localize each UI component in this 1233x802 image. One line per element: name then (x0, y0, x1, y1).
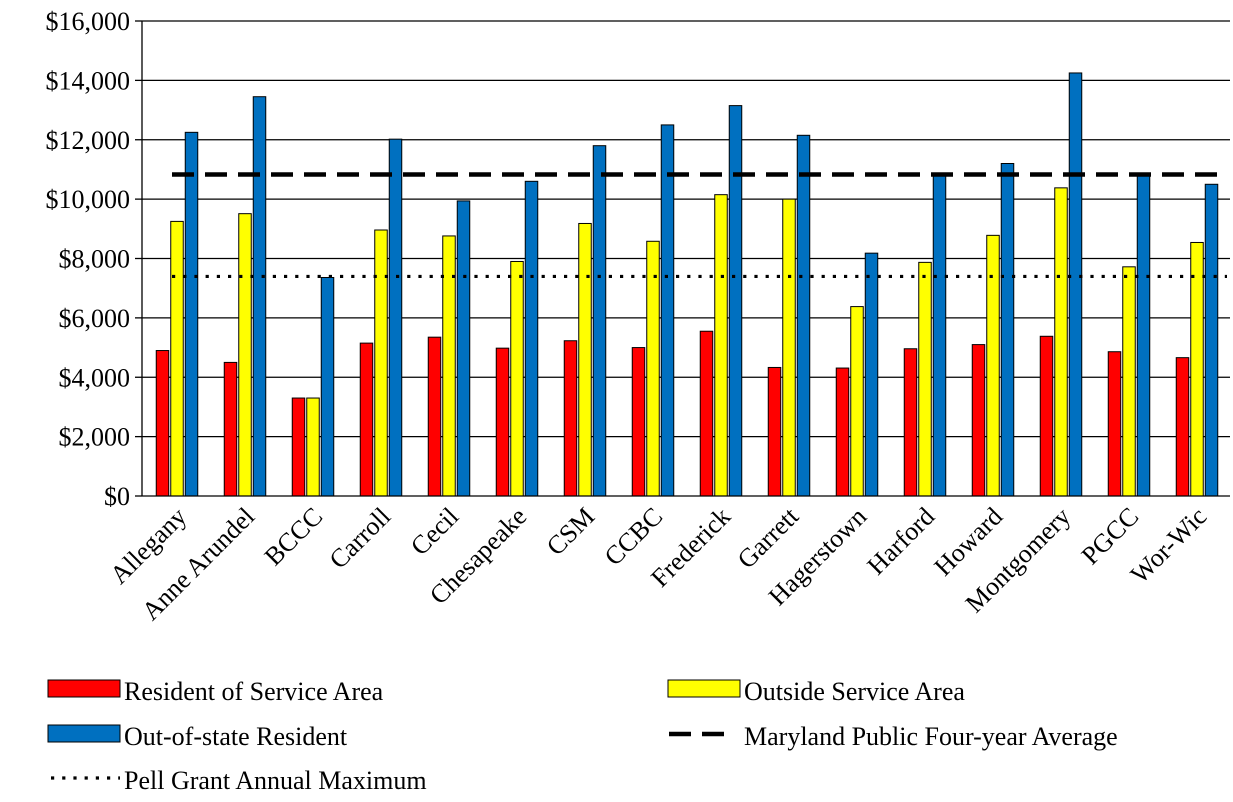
bar (1190, 241, 1204, 497)
bar (495, 347, 510, 497)
bar (374, 229, 388, 497)
legend-label: Out-of-state Resident (124, 722, 348, 751)
bar (903, 348, 918, 497)
bar (782, 198, 796, 497)
y-tick-label: $4,000 (59, 363, 131, 392)
legend-label: Resident of Service Area (124, 677, 384, 706)
bar (1000, 163, 1015, 497)
legend-label: Outside Service Area (744, 677, 965, 706)
bar (1107, 351, 1122, 497)
category-label: Cecil (405, 502, 464, 561)
bar (563, 340, 578, 497)
legend-swatch (667, 679, 741, 698)
bar (850, 306, 864, 497)
bar (1068, 72, 1083, 497)
category-label: Harford (862, 502, 941, 581)
bar (238, 213, 252, 497)
bar (864, 252, 879, 497)
y-tick-label: $6,000 (59, 304, 131, 333)
bar (971, 344, 986, 497)
y-tick-label: $10,000 (46, 185, 131, 214)
bar (1054, 187, 1068, 497)
bar (252, 96, 267, 497)
y-tick-label: $14,000 (46, 66, 131, 95)
bar (646, 240, 660, 497)
bar (223, 361, 238, 497)
bar (592, 145, 607, 497)
y-axis: $0 $2,000 $4,000 $6,000 $8,000 $10,000 $12,000… (46, 7, 143, 511)
bar (359, 342, 374, 497)
bar (728, 105, 743, 497)
category-label: Carroll (324, 502, 397, 575)
bar (306, 397, 320, 497)
bar (699, 330, 714, 497)
bar (524, 180, 539, 497)
y-tick-label: $0 (104, 482, 130, 511)
bar (456, 200, 471, 497)
legend-swatch (47, 724, 121, 743)
bar (1122, 266, 1136, 497)
bar (918, 261, 932, 497)
bar (767, 366, 782, 497)
bar (714, 194, 728, 497)
bar (660, 124, 675, 497)
category-label: BCCC (259, 502, 329, 572)
legend-label: Pell Grant Annual Maximum (124, 766, 427, 795)
legend-swatch (47, 679, 121, 698)
legend: Resident of Service Area Outside Service … (47, 677, 1118, 795)
legend-label: Maryland Public Four-year Average (744, 722, 1118, 751)
reference-lines (172, 172, 1227, 279)
bar (1204, 183, 1219, 497)
bar (1136, 174, 1151, 497)
bar (578, 222, 592, 497)
y-tick-label: $16,000 (46, 7, 131, 36)
bar (427, 336, 442, 497)
y-tick-label: $12,000 (46, 126, 131, 155)
bar (932, 174, 947, 497)
bar (986, 234, 1000, 497)
bar (796, 134, 811, 497)
bar (835, 367, 850, 497)
bar (170, 220, 184, 497)
bar (155, 350, 170, 497)
bar (510, 260, 524, 497)
category-label: Wor-Wic (1125, 502, 1212, 589)
bar (320, 277, 335, 497)
bar (1039, 335, 1054, 497)
bars (155, 72, 1219, 497)
y-tick-label: $2,000 (59, 423, 131, 452)
bar (291, 397, 306, 497)
y-tick-label: $8,000 (59, 245, 131, 274)
bar (1175, 357, 1190, 497)
category-label: CSM (541, 502, 600, 561)
bar (184, 131, 199, 497)
bar (631, 347, 646, 497)
bar (388, 138, 403, 497)
